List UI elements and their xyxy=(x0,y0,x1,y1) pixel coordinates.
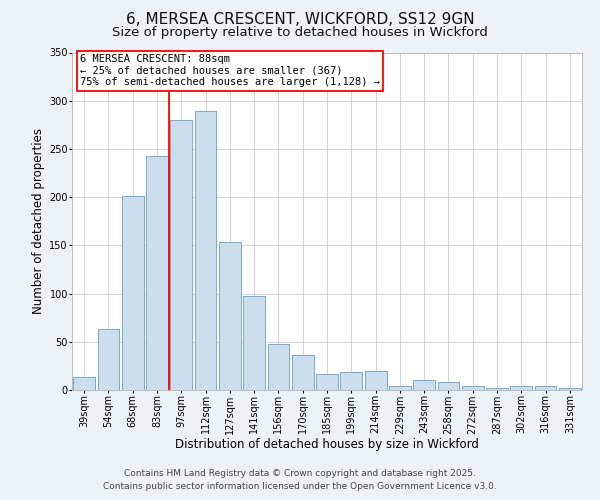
Text: Size of property relative to detached houses in Wickford: Size of property relative to detached ho… xyxy=(112,26,488,39)
Bar xyxy=(535,386,556,390)
Text: 6 MERSEA CRESCENT: 88sqm
← 25% of detached houses are smaller (367)
75% of semi-: 6 MERSEA CRESCENT: 88sqm ← 25% of detach… xyxy=(80,54,380,88)
Bar xyxy=(486,388,508,390)
Bar xyxy=(413,380,435,390)
Bar xyxy=(511,386,532,390)
Bar xyxy=(97,329,119,390)
Bar xyxy=(73,378,95,390)
Bar xyxy=(243,296,265,390)
Bar xyxy=(219,242,241,390)
Y-axis label: Number of detached properties: Number of detached properties xyxy=(32,128,45,314)
Bar xyxy=(316,374,338,390)
Bar xyxy=(340,372,362,390)
Bar xyxy=(437,382,460,390)
Bar xyxy=(462,386,484,390)
X-axis label: Distribution of detached houses by size in Wickford: Distribution of detached houses by size … xyxy=(175,438,479,451)
Bar xyxy=(268,344,289,390)
Text: 6, MERSEA CRESCENT, WICKFORD, SS12 9GN: 6, MERSEA CRESCENT, WICKFORD, SS12 9GN xyxy=(125,12,475,28)
Bar xyxy=(365,370,386,390)
Bar xyxy=(559,388,581,390)
Bar xyxy=(146,156,168,390)
Bar xyxy=(122,196,143,390)
Bar xyxy=(194,112,217,390)
Bar xyxy=(170,120,192,390)
Text: Contains HM Land Registry data © Crown copyright and database right 2025.
Contai: Contains HM Land Registry data © Crown c… xyxy=(103,470,497,491)
Bar xyxy=(292,356,314,390)
Bar xyxy=(389,386,411,390)
